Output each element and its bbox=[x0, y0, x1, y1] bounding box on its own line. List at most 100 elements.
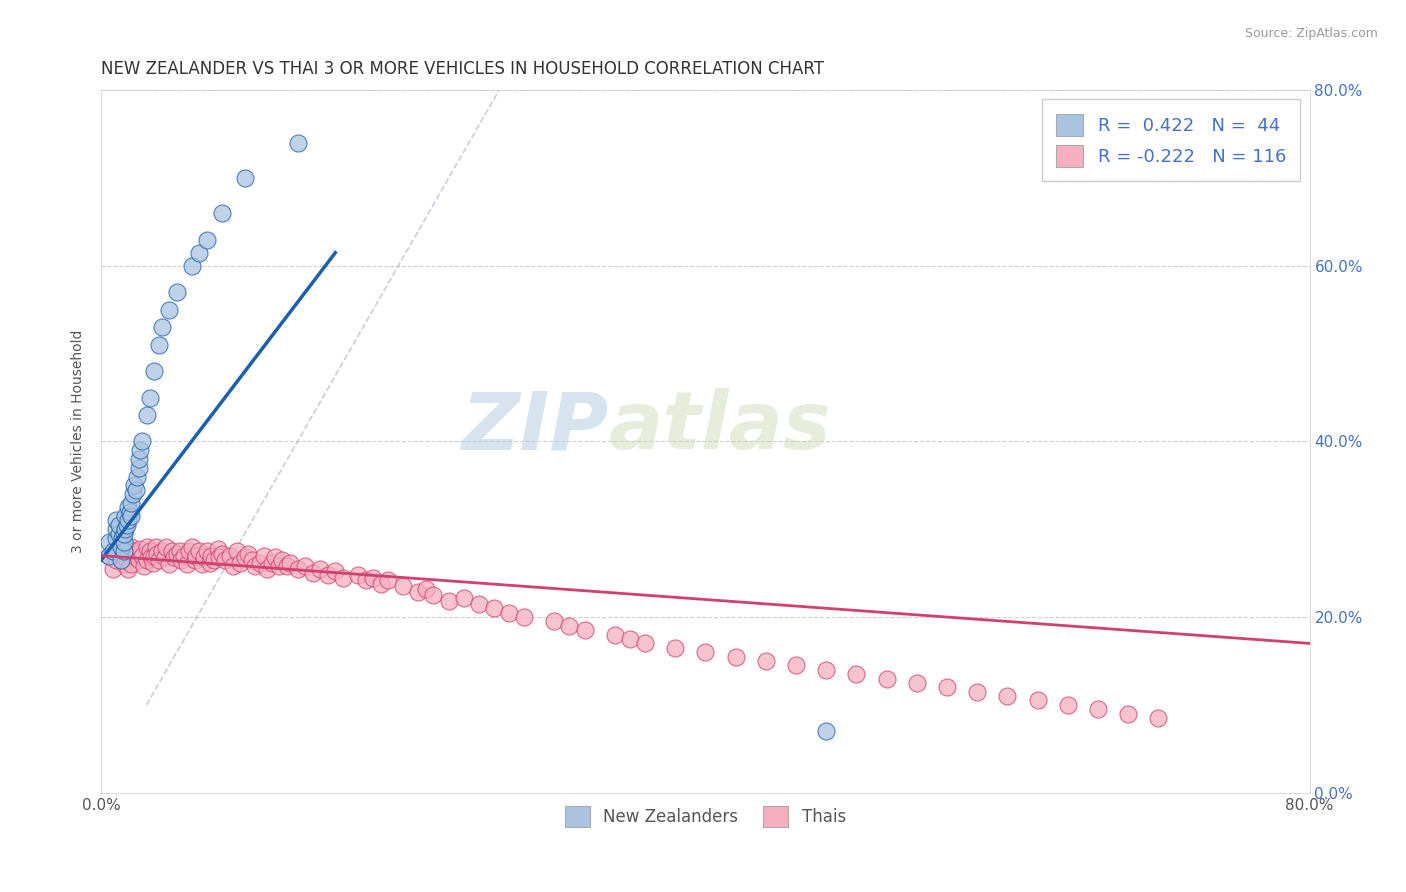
Point bbox=[214, 553, 236, 567]
Point bbox=[105, 553, 128, 567]
Point bbox=[513, 610, 536, 624]
Point bbox=[785, 658, 807, 673]
Point bbox=[186, 549, 208, 563]
Point bbox=[195, 233, 218, 247]
Point bbox=[115, 517, 138, 532]
Point bbox=[229, 556, 252, 570]
Point bbox=[120, 509, 142, 524]
Point bbox=[309, 562, 332, 576]
Point bbox=[146, 547, 169, 561]
Point bbox=[361, 570, 384, 584]
Point bbox=[253, 549, 276, 563]
Point bbox=[118, 549, 141, 563]
Point bbox=[110, 549, 132, 563]
Point bbox=[128, 460, 150, 475]
Point bbox=[117, 513, 139, 527]
Point bbox=[138, 544, 160, 558]
Point bbox=[453, 591, 475, 605]
Point bbox=[110, 540, 132, 554]
Point bbox=[125, 550, 148, 565]
Point bbox=[966, 684, 988, 698]
Point bbox=[191, 558, 214, 572]
Point bbox=[482, 601, 505, 615]
Point bbox=[233, 171, 256, 186]
Point bbox=[936, 681, 959, 695]
Point bbox=[755, 654, 778, 668]
Point bbox=[422, 588, 444, 602]
Point bbox=[112, 558, 135, 572]
Point bbox=[115, 553, 138, 567]
Point bbox=[155, 540, 177, 554]
Point bbox=[905, 676, 928, 690]
Point bbox=[188, 544, 211, 558]
Point bbox=[193, 550, 215, 565]
Point bbox=[143, 364, 166, 378]
Point bbox=[236, 547, 259, 561]
Point bbox=[145, 540, 167, 554]
Point bbox=[218, 549, 240, 563]
Point bbox=[377, 573, 399, 587]
Text: Source: ZipAtlas.com: Source: ZipAtlas.com bbox=[1244, 27, 1378, 40]
Point bbox=[160, 544, 183, 558]
Point bbox=[108, 540, 131, 554]
Point bbox=[127, 547, 149, 561]
Point bbox=[125, 483, 148, 497]
Point bbox=[118, 505, 141, 519]
Point bbox=[301, 566, 323, 581]
Point bbox=[124, 544, 146, 558]
Point bbox=[233, 550, 256, 565]
Point bbox=[131, 549, 153, 563]
Point bbox=[173, 549, 195, 563]
Point bbox=[264, 550, 287, 565]
Point bbox=[408, 585, 430, 599]
Point bbox=[120, 558, 142, 572]
Point bbox=[845, 667, 868, 681]
Point bbox=[815, 724, 838, 739]
Point bbox=[332, 570, 354, 584]
Point bbox=[108, 517, 131, 532]
Point bbox=[876, 672, 898, 686]
Point bbox=[138, 391, 160, 405]
Point bbox=[211, 547, 233, 561]
Point bbox=[142, 556, 165, 570]
Point bbox=[111, 531, 134, 545]
Point bbox=[207, 541, 229, 556]
Point bbox=[128, 553, 150, 567]
Point bbox=[163, 550, 186, 565]
Point bbox=[114, 509, 136, 524]
Point bbox=[110, 553, 132, 567]
Point bbox=[724, 649, 747, 664]
Point bbox=[129, 443, 152, 458]
Point bbox=[195, 544, 218, 558]
Point bbox=[170, 553, 193, 567]
Point bbox=[347, 568, 370, 582]
Text: NEW ZEALANDER VS THAI 3 OR MORE VEHICLES IN HOUSEHOLD CORRELATION CHART: NEW ZEALANDER VS THAI 3 OR MORE VEHICLES… bbox=[101, 60, 824, 78]
Point bbox=[260, 556, 283, 570]
Point bbox=[278, 556, 301, 570]
Point bbox=[1057, 698, 1080, 712]
Point bbox=[815, 663, 838, 677]
Point bbox=[97, 549, 120, 563]
Point bbox=[200, 549, 222, 563]
Point bbox=[188, 245, 211, 260]
Point bbox=[695, 645, 717, 659]
Point bbox=[184, 553, 207, 567]
Point bbox=[157, 302, 180, 317]
Point bbox=[316, 568, 339, 582]
Text: atlas: atlas bbox=[609, 388, 831, 467]
Point bbox=[370, 576, 392, 591]
Point bbox=[1147, 711, 1170, 725]
Point bbox=[132, 559, 155, 574]
Point bbox=[103, 562, 125, 576]
Point bbox=[166, 547, 188, 561]
Point bbox=[271, 553, 294, 567]
Point bbox=[249, 556, 271, 570]
Point bbox=[180, 259, 202, 273]
Point bbox=[437, 594, 460, 608]
Point bbox=[276, 559, 298, 574]
Point bbox=[603, 627, 626, 641]
Point bbox=[135, 408, 157, 422]
Point bbox=[226, 544, 249, 558]
Point bbox=[105, 531, 128, 545]
Point bbox=[105, 513, 128, 527]
